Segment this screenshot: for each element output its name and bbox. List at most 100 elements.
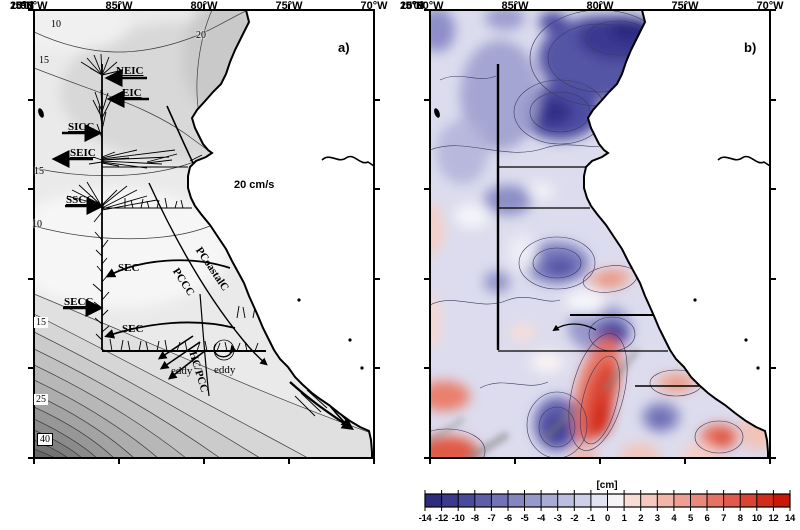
current-label-sicc: SICC [68, 121, 95, 133]
b-xlabel-90w: 90°W [416, 0, 444, 12]
cb-tick: 3 [654, 513, 660, 524]
a-ylabel-15s: 15°S [10, 0, 34, 12]
cb-tick: 12 [768, 513, 779, 524]
panel-b-label: b) [744, 40, 757, 55]
cb-tick: 7 [721, 513, 727, 524]
b-ylabel-5n: 5°N [405, 0, 424, 12]
colorbar-segment [425, 494, 442, 507]
cb-tick: -1 [586, 513, 595, 524]
colorbar-segment [707, 494, 724, 507]
cb-tick: -6 [504, 513, 512, 524]
a-ylabel-20s: 20°S [10, 0, 34, 12]
colorbar-segment [441, 494, 459, 507]
contour-label-40: 40 [37, 433, 53, 446]
b-ylabel-10s: 10°S [400, 0, 424, 12]
islands-a [38, 108, 364, 370]
colorbar-segment [773, 494, 790, 507]
colorbar-segment [524, 494, 542, 507]
current-label-neic: NEIC [116, 65, 144, 77]
b-xlabel-70w: 70°W [756, 0, 784, 12]
colorbar-segment [756, 494, 774, 507]
cb-tick: -10 [451, 513, 465, 524]
cb-tick: -12 [435, 513, 449, 524]
contour-label-15s: 15 [34, 317, 48, 328]
a-xlabel-80w: 80°W [190, 0, 218, 12]
cb-tick: 10 [751, 513, 762, 524]
cb-tick: 14 [785, 513, 795, 524]
colorbar-segment [491, 494, 508, 507]
contour-label-10n: 10 [51, 19, 61, 30]
colorbar-segment [508, 494, 525, 507]
a-xlabel-90w: 90°W [20, 0, 48, 12]
current-label-sscc: SSCC [66, 194, 95, 206]
islands-b [434, 108, 760, 370]
colorbar-segment [723, 494, 741, 507]
colorbar-title: [cm] [596, 480, 618, 491]
current-label-sec-south: SEC [122, 323, 144, 335]
colorbar-segment [474, 494, 492, 507]
colorbar-segment [640, 494, 658, 507]
current-label-secc: SECC [64, 296, 94, 308]
b-ylabel-20s: 20°S [400, 0, 424, 12]
colorbar-segment [557, 494, 575, 507]
b-xlabel-85w: 85°W [501, 0, 529, 12]
b-ylabel-0: 0° [413, 0, 424, 12]
contour-label-25: 25 [34, 394, 48, 405]
b-ylabel-15s: 15°S [400, 0, 424, 12]
colorbar-segment [574, 494, 591, 507]
panel-b-frame [424, 4, 776, 464]
colorbar-segments [425, 494, 790, 507]
cb-tick: -2 [570, 513, 579, 524]
eddy-label-east: eddy [214, 364, 236, 376]
cb-tick: -8 [470, 513, 479, 524]
colorbar-segment [541, 494, 558, 507]
colorbar-segment [690, 494, 708, 507]
contour-label-10m: 10 [32, 219, 42, 230]
panel-a-frame [28, 4, 380, 464]
contour-label-20: 20 [196, 30, 206, 41]
b-xlabel-75w: 75°W [671, 0, 699, 12]
cb-tick: 5 [688, 513, 693, 524]
b-xlabel-80w: 80°W [586, 0, 614, 12]
a-ylabel-10s: 10°S [10, 0, 34, 12]
colorbar [424, 490, 791, 511]
colorbar-segment [458, 494, 475, 507]
a-xlabel-75w: 75°W [275, 0, 303, 12]
colorbar-segment [590, 494, 608, 507]
colorbar-segment [657, 494, 674, 507]
a-ylabel-5s: 5°S [16, 0, 34, 12]
colorbar-segment [624, 494, 641, 507]
cb-tick: -7 [487, 513, 496, 524]
a-ylabel-5n: 5°N [15, 0, 34, 12]
cb-tick: 6 [704, 513, 710, 524]
eddy-label-west: eddy [171, 365, 193, 377]
a-ylabel-0: 0° [23, 0, 34, 12]
a-xlabel-70w: 70°W [360, 0, 388, 12]
current-label-sec-north: SEC [118, 262, 140, 274]
panel-a-sw-contour-bands [34, 293, 372, 458]
a-xlabel-85w: 85°W [105, 0, 133, 12]
contour-label-15m: 15 [34, 166, 44, 177]
cb-tick: 8 [737, 513, 743, 524]
panel-a-current-vectors [66, 53, 351, 425]
vector-scale-label: 20 cm/s [234, 179, 275, 191]
colorbar-segment [740, 494, 757, 507]
colorbar-segment [607, 494, 625, 507]
cb-tick: 4 [671, 513, 677, 524]
panel-a-label: a) [338, 40, 350, 55]
cb-tick: -14 [418, 513, 432, 524]
colorbar-segment [673, 494, 691, 507]
cb-tick: -3 [553, 513, 562, 524]
panel-b-gray-smears [430, 348, 640, 458]
cb-tick: 0 [605, 513, 610, 524]
current-label-eic: EIC [122, 87, 142, 99]
current-label-seic: SEIC [70, 147, 96, 159]
colorbar-outline [424, 493, 791, 508]
cb-tick: -5 [520, 513, 529, 524]
b-ylabel-5s: 5°S [406, 0, 424, 12]
contour-label-15n: 15 [39, 55, 49, 66]
cb-tick: 2 [638, 513, 644, 524]
cb-tick: 1 [621, 513, 627, 524]
